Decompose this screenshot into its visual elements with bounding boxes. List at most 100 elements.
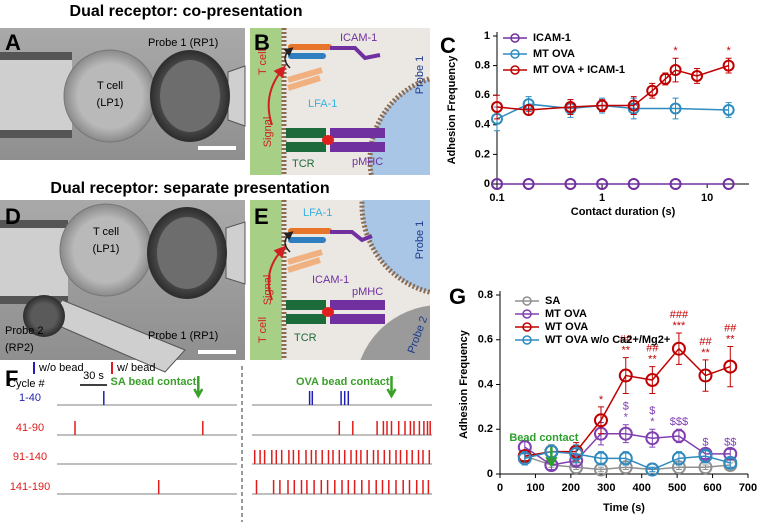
data-point — [671, 451, 686, 466]
error-bar — [649, 466, 656, 473]
y-tick-label: 1 — [484, 30, 490, 42]
tcr-molecule — [286, 300, 326, 310]
probe-1-body — [367, 76, 430, 175]
error-bar — [727, 345, 734, 388]
x-tick-label: 0.1 — [489, 192, 504, 204]
data-point — [564, 101, 577, 114]
y-tick-label: 0.4 — [478, 378, 494, 390]
significance-label: * — [624, 412, 629, 424]
diagram-b — [250, 28, 430, 175]
legend-marker — [522, 335, 532, 345]
y-tick-label: 0.2 — [478, 423, 493, 435]
row-label: 141-190 — [10, 481, 50, 493]
data-point — [627, 99, 640, 112]
cell-label: T cell — [93, 226, 119, 238]
data-point — [593, 413, 608, 428]
probe1-label: Probe 1 (RP1) — [148, 330, 218, 342]
icam-label: ICAM-1 — [312, 274, 349, 286]
y-tick-label: 0.8 — [478, 289, 493, 301]
pmhc-molecule — [330, 300, 385, 310]
data-point — [669, 102, 682, 115]
data-point — [723, 455, 738, 470]
tcr-label: TCR — [292, 158, 315, 170]
legend-marker — [510, 49, 520, 59]
diagram-e — [250, 200, 430, 360]
signal-label: Signal — [262, 117, 274, 148]
pipette — [0, 52, 72, 138]
pipette — [0, 220, 68, 304]
tcr-molecule — [286, 142, 326, 152]
data-point — [722, 178, 735, 190]
panel-label: G — [449, 284, 466, 309]
row-label: 41-90 — [16, 422, 44, 434]
activation-arrow — [283, 231, 294, 253]
legend-label: WT OVA w/o Ca2+/Mg2+ — [545, 334, 670, 346]
legend-label: w/o bead — [38, 362, 84, 374]
significance-label: ** — [648, 354, 657, 366]
data-point — [645, 462, 660, 477]
t-cell-body — [250, 28, 282, 175]
data-point — [669, 64, 682, 77]
lfa-label: LFA-1 — [308, 98, 337, 110]
x-tick-label: 700 — [739, 482, 757, 494]
significance-label: $ — [623, 401, 629, 413]
row-label: 91-140 — [13, 451, 47, 463]
cell-label: T cell — [97, 80, 123, 92]
y-axis-label: Adhesion Frequency — [446, 55, 458, 165]
pipette-wall — [0, 52, 72, 60]
significance-label: ## — [646, 343, 659, 355]
x-tick-label: 10 — [701, 192, 713, 204]
icam-1-molecule — [330, 46, 381, 61]
pmhc-molecule — [330, 314, 385, 324]
pipette-wall — [0, 130, 72, 138]
significance-label: ### — [670, 309, 689, 321]
pmhc-label: pMHC — [352, 156, 383, 168]
x-tick-label: 600 — [703, 482, 721, 494]
y-axis-label: Adhesion Frequency — [458, 329, 470, 439]
legend-marker — [510, 65, 520, 75]
tcr-label: TCR — [294, 332, 317, 344]
error-bar — [727, 457, 734, 468]
lfa-1-inactive — [287, 249, 323, 273]
legend-label: SA — [545, 295, 560, 307]
error-bar — [597, 406, 604, 435]
probe-2-body — [360, 305, 430, 360]
scale-bar — [198, 350, 236, 354]
t-cell-label: T cell — [257, 49, 269, 75]
x-tick-label: 300 — [597, 482, 615, 494]
scale-label: 30 s — [83, 370, 104, 382]
data-point — [671, 428, 686, 443]
signal-label: Signal — [262, 275, 274, 306]
peptide — [322, 307, 334, 317]
contact-arrow — [386, 376, 397, 399]
lfa-1-molecule — [288, 228, 332, 234]
panel-label: D — [5, 204, 21, 229]
data-point — [618, 451, 633, 466]
data-point — [645, 373, 660, 388]
data-point — [698, 368, 713, 383]
probe2-label: (RP2) — [5, 342, 34, 354]
significance-label: ## — [699, 336, 712, 348]
significance-label: ** — [701, 347, 710, 359]
contact-label: OVA bead contact — [296, 376, 390, 388]
peptide — [322, 135, 334, 145]
significance-label: ## — [724, 322, 737, 334]
contact-label: SA bead contact — [111, 376, 197, 388]
significance-label: $$$ — [670, 416, 688, 428]
x-tick-label: 100 — [526, 482, 544, 494]
pmhc-molecule — [330, 128, 385, 138]
figure-title: Dual receptor: separate presentation — [50, 180, 329, 197]
error-bar — [702, 359, 709, 392]
significance-label: * — [650, 416, 655, 428]
legend-marker — [522, 309, 532, 319]
data-point — [645, 431, 660, 446]
x-tick-label: 200 — [562, 482, 580, 494]
data-point — [722, 59, 735, 72]
y-tick-label: 0.2 — [475, 148, 490, 160]
y-tick-label: 0 — [484, 178, 490, 190]
data-point — [517, 451, 532, 466]
series-line — [496, 64, 729, 111]
error-bar — [702, 464, 709, 471]
data-point — [659, 72, 672, 85]
probe-bead-core — [157, 217, 217, 289]
